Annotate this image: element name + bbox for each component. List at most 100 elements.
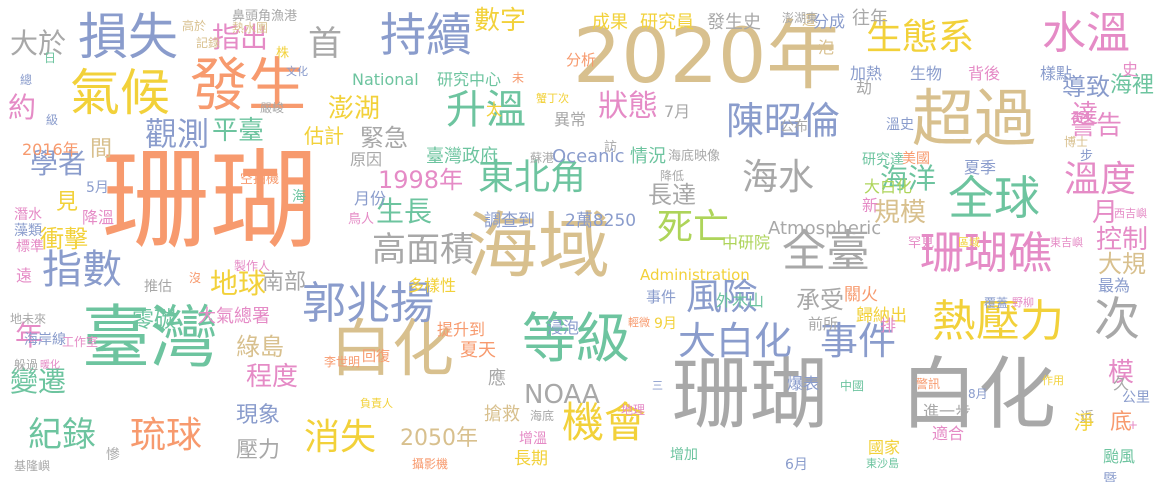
cloud-word: 地理	[621, 403, 646, 417]
cloud-word: 研究員	[640, 12, 694, 33]
cloud-word: 消失	[304, 417, 377, 458]
cloud-word: 遭	[802, 13, 816, 29]
cloud-word: 警訊	[916, 377, 941, 391]
cloud-word: 國家	[868, 438, 901, 457]
cloud-word: 大氣總署	[198, 306, 270, 327]
cloud-word: 珊瑚礁	[920, 228, 1052, 279]
cloud-word: 等級	[522, 307, 630, 370]
cloud-word: 海域	[466, 204, 611, 288]
cloud-word: 樣點	[1040, 64, 1073, 83]
cloud-word: 生長	[376, 195, 433, 228]
cloud-word: Administration	[640, 266, 750, 284]
cloud-word: 海裡	[1110, 73, 1155, 98]
cloud-word: 海	[292, 189, 306, 205]
cloud-word: 數字	[474, 6, 527, 36]
cloud-word: Atmospheric	[768, 218, 882, 239]
cloud-word: 未	[512, 71, 525, 85]
cloud-word: 加熱	[850, 64, 883, 83]
cloud-word: 見	[56, 190, 79, 215]
cloud-word: 長達	[648, 181, 696, 209]
cloud-word: National	[352, 70, 419, 89]
cloud-word: 6月	[785, 457, 808, 473]
cloud-word: 損失	[78, 8, 178, 66]
cloud-word: 美國	[902, 151, 930, 167]
cloud-word: 死亡	[657, 207, 730, 248]
cloud-word: 估計	[304, 124, 344, 148]
cloud-word: 升溫	[446, 87, 526, 133]
cloud-word: 夏季	[964, 158, 997, 177]
cloud-word: 海岸線	[24, 332, 66, 348]
cloud-word: 近	[1080, 410, 1094, 426]
cloud-word: 地未來	[10, 312, 47, 326]
cloud-word: 澎湖東	[782, 11, 819, 25]
cloud-word: 超過	[912, 82, 1037, 155]
cloud-word: 前所	[808, 315, 839, 333]
cloud-word: 9月	[654, 316, 677, 332]
cloud-word: 輕微	[628, 316, 650, 329]
cloud-word: 進一步	[923, 402, 972, 421]
cloud-word: 工作室	[62, 335, 99, 349]
cloud-word: 日	[44, 51, 57, 65]
cloud-word: 2萬8250	[565, 211, 637, 231]
cloud-word: 暖化	[40, 360, 60, 371]
cloud-word: 警告	[1070, 111, 1123, 141]
cloud-word: 藻類	[14, 223, 42, 239]
cloud-word: 長期	[514, 449, 548, 469]
cloud-word: 東北角	[478, 157, 587, 198]
cloud-word: 5月	[86, 180, 109, 196]
cloud-word: 攝影機	[412, 457, 449, 471]
cloud-word: 約	[8, 91, 37, 124]
cloud-word: 導致	[1062, 73, 1110, 101]
cloud-word: 野柳	[1012, 296, 1034, 309]
cloud-word: Oceanic	[552, 146, 625, 167]
cloud-word: 鳥人	[348, 212, 375, 227]
cloud-word: 年	[15, 319, 44, 352]
cloud-word: 博士	[1064, 135, 1089, 149]
cloud-word: 回復	[362, 349, 390, 365]
cloud-word: 新	[862, 196, 879, 215]
cloud-word: 爆表	[787, 374, 820, 393]
cloud-word: 白化	[900, 350, 1057, 440]
cloud-word: 月	[1092, 198, 1119, 228]
cloud-word: 模	[1108, 358, 1135, 388]
cloud-word: 分成	[813, 12, 846, 31]
cloud-word: 生物	[910, 64, 943, 83]
cloud-word: 承受	[796, 286, 844, 314]
cloud-word: 記錄	[196, 36, 221, 50]
cloud-word: 事件	[646, 288, 677, 306]
cloud-word: 海底映像	[668, 149, 721, 164]
cloud-word: 全球	[948, 171, 1040, 225]
cloud-word: 遠	[16, 266, 33, 285]
cloud-word: 海水	[742, 157, 815, 198]
cloud-word: 零碳	[132, 308, 177, 333]
cloud-word: 分析	[566, 51, 597, 69]
cloud-word: 觀測	[145, 115, 210, 153]
cloud-word: 東沙島	[866, 457, 899, 470]
cloud-word: 壓力	[236, 438, 281, 463]
cloud-word: 推估	[144, 279, 172, 295]
cloud-word: 生態系	[866, 17, 975, 58]
cloud-word: 降溫	[82, 208, 115, 227]
cloud-word: 臺灣	[82, 299, 219, 378]
cloud-word: 大規	[1098, 250, 1146, 278]
cloud-word: 東吉嶼	[1050, 236, 1083, 249]
cloud-word: 衝擊	[40, 225, 88, 253]
cloud-word: 淨	[1074, 410, 1094, 434]
cloud-word: 原因	[350, 150, 383, 169]
cloud-word: NOAA	[524, 380, 600, 410]
cloud-word: 潛水	[14, 207, 42, 223]
cloud-word: 高於	[182, 19, 207, 33]
cloud-word: 熱水團	[232, 21, 269, 35]
cloud-word: 訪	[604, 140, 618, 155]
cloud-word: 往年	[852, 8, 888, 29]
cloud-word: 機會	[562, 398, 647, 447]
cloud-word: 排	[880, 316, 897, 335]
cloud-word: 首	[308, 24, 342, 64]
cloud-word: 風險	[686, 277, 759, 318]
cloud-word: 變遷	[10, 365, 67, 398]
cloud-word: 應	[488, 368, 506, 389]
cloud-word: 珊瑚	[102, 139, 319, 264]
cloud-word: 指出	[212, 21, 269, 54]
cloud-word: 提升到	[437, 320, 486, 339]
